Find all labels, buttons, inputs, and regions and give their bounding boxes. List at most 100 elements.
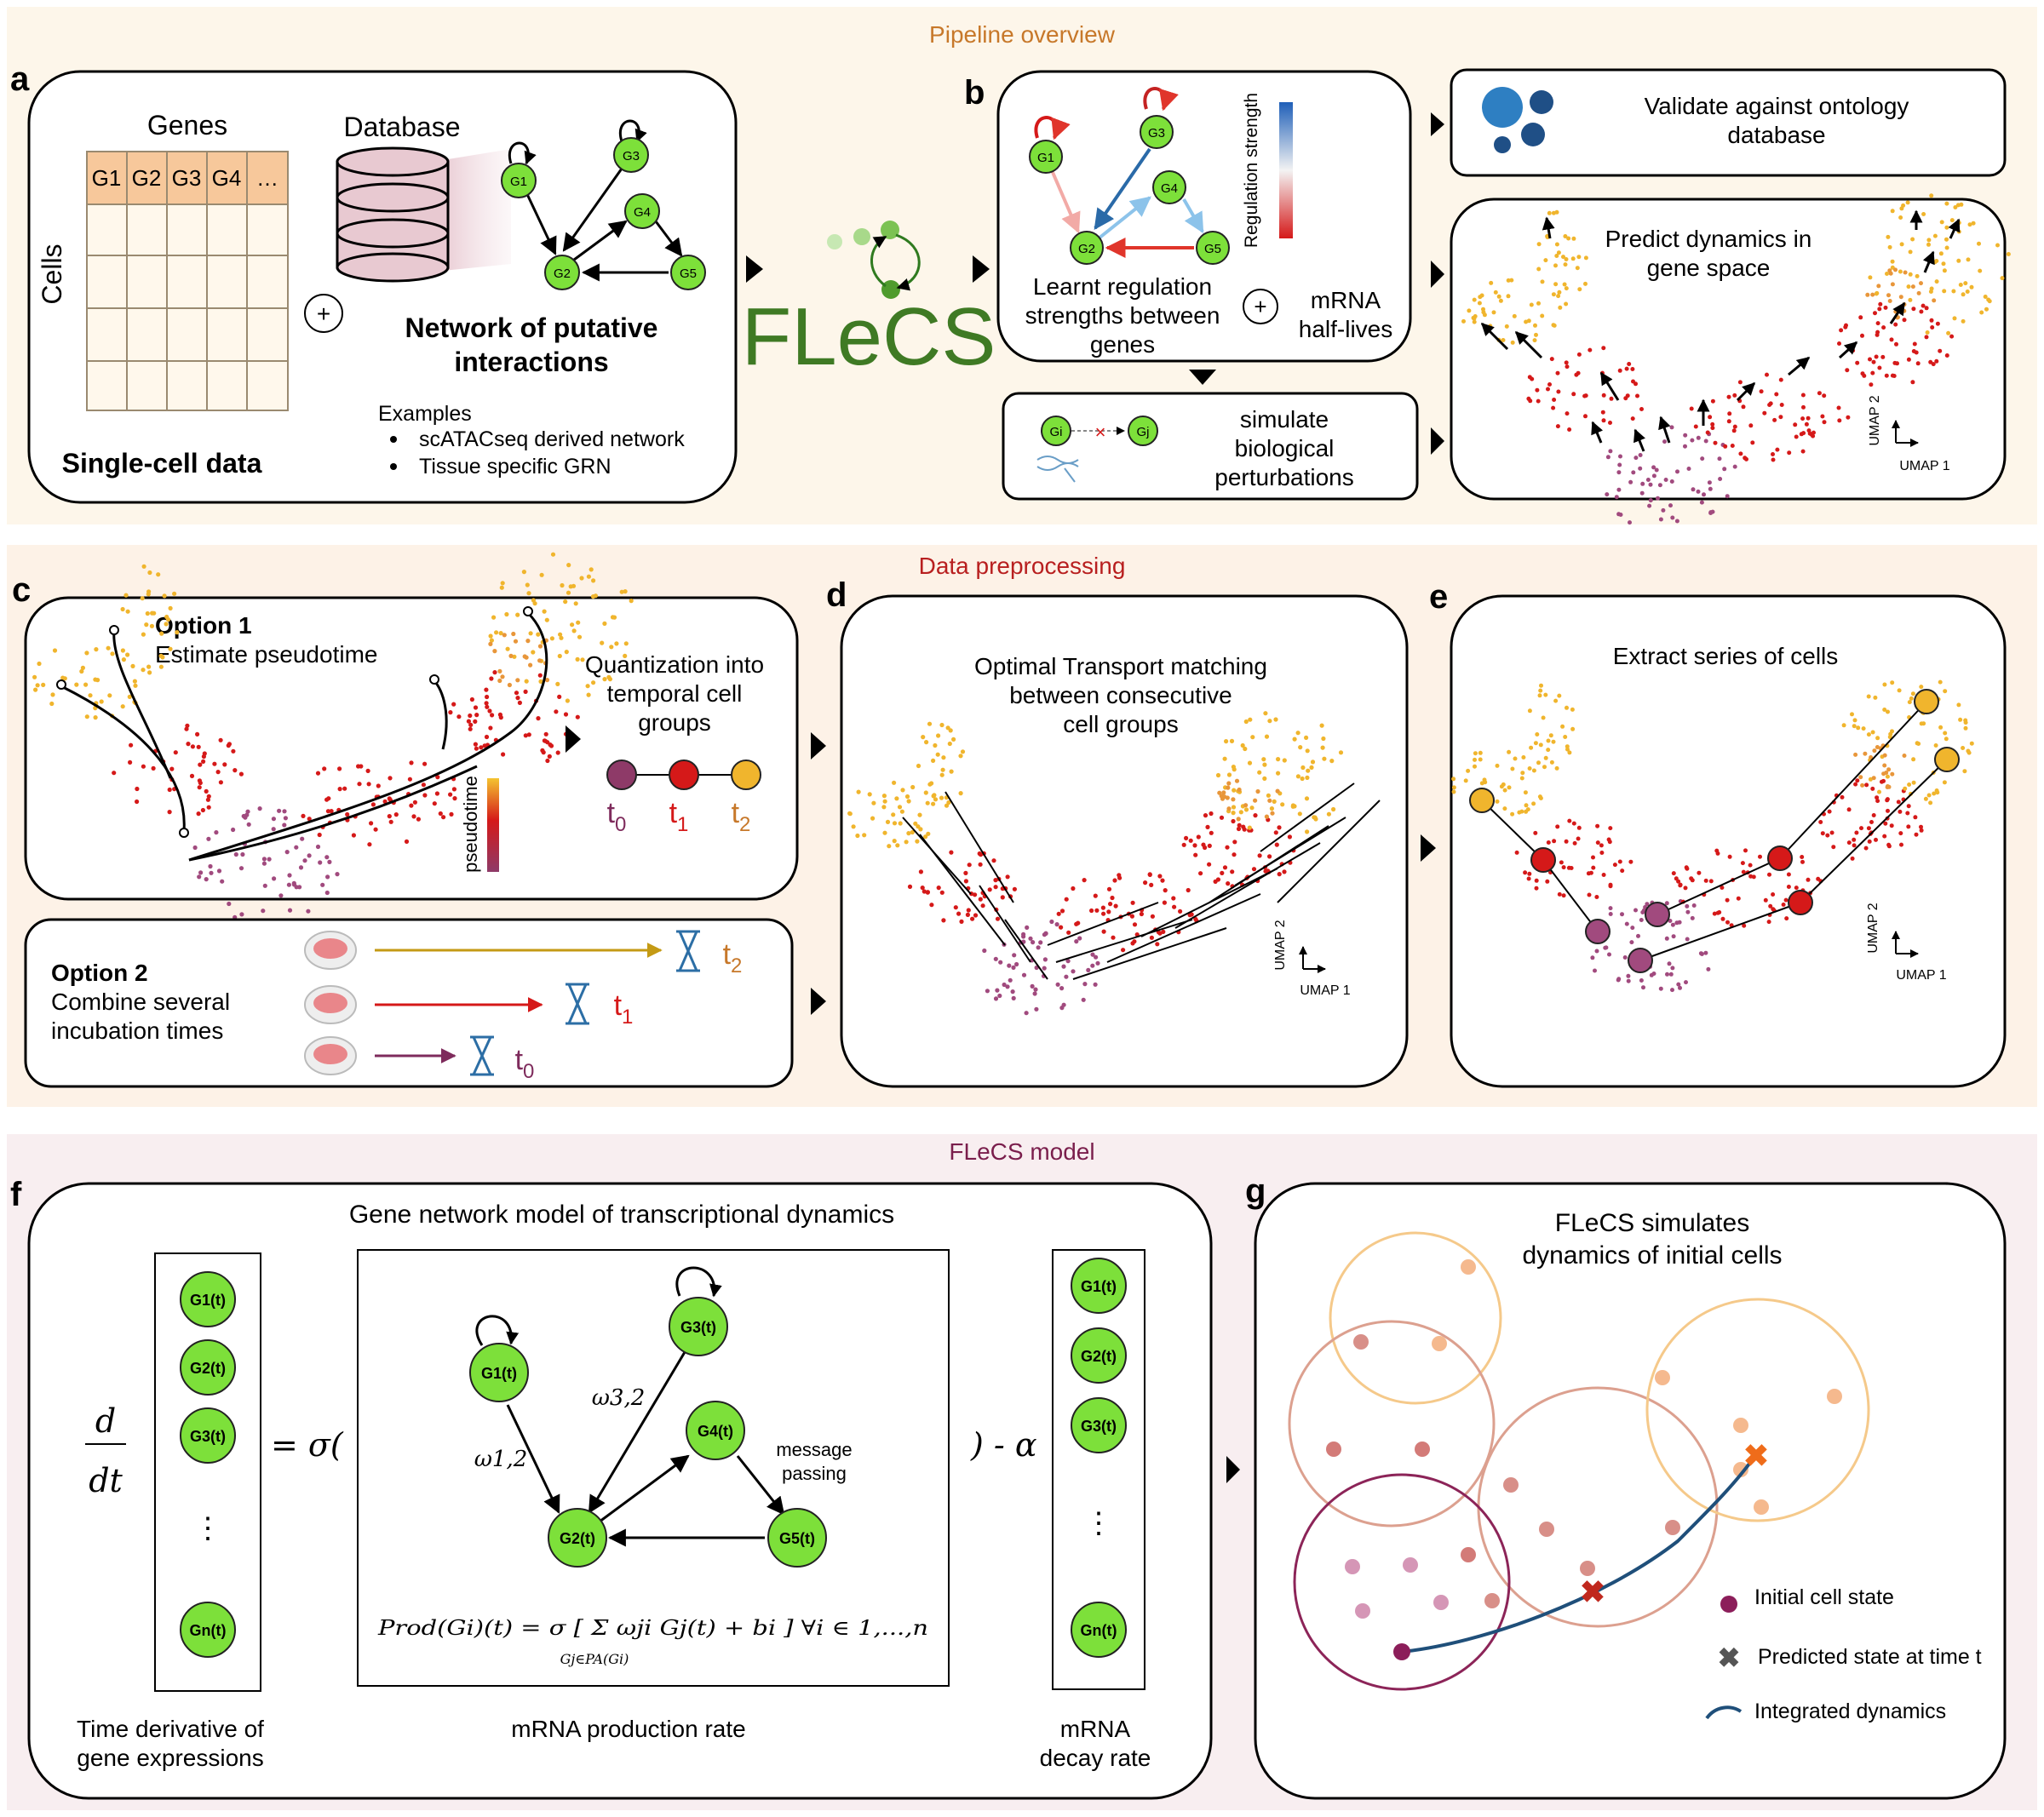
cell-dot	[1883, 821, 1888, 826]
umap2-d: UMAP 2	[1273, 920, 1288, 970]
cell-dot	[1766, 920, 1771, 925]
learnt-network	[1034, 87, 1204, 258]
cell-dot	[262, 883, 267, 888]
cell-dot	[1775, 447, 1780, 452]
cell-dot	[489, 676, 494, 681]
cell-dot	[1056, 911, 1061, 916]
cell-dot	[1630, 416, 1635, 421]
cell-dot	[1664, 901, 1669, 906]
plus-circle-a	[304, 294, 343, 333]
pipeline-title: Pipeline overview	[929, 21, 1116, 48]
cell-dot	[1506, 278, 1511, 283]
cell-dot	[1631, 470, 1636, 475]
cell-dot	[135, 799, 140, 805]
cell-dot	[1903, 786, 1908, 791]
cell-dot	[1540, 313, 1545, 318]
cell-dot	[1748, 863, 1753, 868]
cell-dot	[146, 592, 151, 597]
cell-dot	[1555, 370, 1560, 375]
cell-dot	[1683, 444, 1687, 449]
cell-dot	[525, 582, 530, 588]
cell-dot	[1898, 295, 1903, 300]
cell-dot	[504, 611, 509, 617]
cell-dot	[1495, 763, 1500, 768]
cell-dot	[548, 743, 554, 748]
cell-dot	[1609, 396, 1614, 401]
cell-dot	[147, 670, 152, 675]
cell-dot	[1886, 767, 1892, 772]
cell-dot	[1880, 779, 1884, 784]
cell-dot	[1209, 811, 1214, 817]
velocity-arrow	[1599, 371, 1620, 401]
cell-dot	[484, 734, 490, 740]
cell-dot	[973, 892, 978, 897]
cell-dot	[1934, 279, 1939, 284]
option2-t1: t1	[614, 989, 634, 1029]
cell-dot	[1564, 839, 1569, 844]
cell-dot	[904, 840, 909, 845]
cell-dot	[953, 905, 958, 910]
cell-dot	[488, 641, 493, 647]
cell-dot	[1275, 788, 1280, 794]
cell-dot	[936, 733, 941, 738]
cell-dot	[1549, 357, 1554, 362]
cell-dot	[1786, 885, 1791, 889]
cell-dot	[870, 816, 876, 821]
cell-dot	[216, 868, 222, 874]
cell-dot	[1243, 803, 1249, 808]
cell-dot	[198, 780, 203, 786]
perturb-gi: Gi	[1050, 425, 1063, 439]
caption-mid: mRNA production rate	[511, 1716, 745, 1742]
cell-dot	[963, 870, 968, 875]
cell-dot	[202, 751, 207, 756]
cell-dot	[929, 781, 934, 786]
database-icon	[336, 146, 450, 283]
cell-dot	[1868, 777, 1873, 782]
cell-dot	[1825, 833, 1830, 838]
arrow-f-to-g	[1226, 1456, 1240, 1483]
cell-dot	[1292, 737, 1297, 742]
cell-dot	[1676, 982, 1681, 987]
cell-dot	[1696, 489, 1701, 494]
cell-dot	[922, 889, 927, 894]
cell-dot	[1963, 718, 1968, 723]
cell-dot	[1931, 362, 1936, 367]
cell-dot	[1899, 842, 1903, 847]
cell-dot	[1472, 319, 1477, 324]
cell-dot	[1806, 416, 1811, 421]
arrow-b-to-perturb	[1189, 370, 1216, 385]
cell-dot	[1638, 466, 1643, 471]
cell-dot	[1906, 357, 1911, 362]
cell-dot	[1671, 871, 1676, 876]
cell-dot	[1608, 421, 1612, 425]
cell-dot	[1874, 354, 1879, 359]
cell-dot	[1549, 759, 1554, 765]
cell-dot	[1710, 398, 1715, 404]
cell-dot	[1908, 297, 1913, 302]
cell-dot	[1230, 869, 1235, 874]
cell-dot	[1320, 745, 1325, 750]
cell-dot	[1305, 775, 1310, 781]
cell-dot	[575, 714, 580, 719]
cell-dot	[1741, 404, 1746, 410]
cell-dot	[1906, 824, 1911, 829]
cell-dot	[980, 903, 985, 908]
cell-dot	[1627, 362, 1632, 366]
production-box	[357, 1249, 950, 1687]
cell-dot	[1274, 842, 1279, 847]
cell-dot	[940, 767, 945, 772]
cell-dot	[1741, 869, 1746, 874]
cell-dot	[1234, 778, 1240, 783]
cell-dot	[1911, 349, 1916, 353]
umap1-e: UMAP 1	[1896, 968, 1946, 983]
cell-dot	[1257, 853, 1262, 858]
cell-dot	[917, 812, 922, 817]
close-alpha: ) - α	[970, 1426, 1036, 1464]
cell-dot	[978, 852, 984, 857]
cell-dot	[1928, 800, 1933, 805]
cell-dot	[1620, 868, 1625, 874]
cell-dot	[1736, 896, 1741, 901]
g-title-1: FLeCS simulates	[1555, 1209, 1749, 1237]
cell-dot	[1171, 896, 1176, 901]
cell-dot	[935, 752, 940, 757]
